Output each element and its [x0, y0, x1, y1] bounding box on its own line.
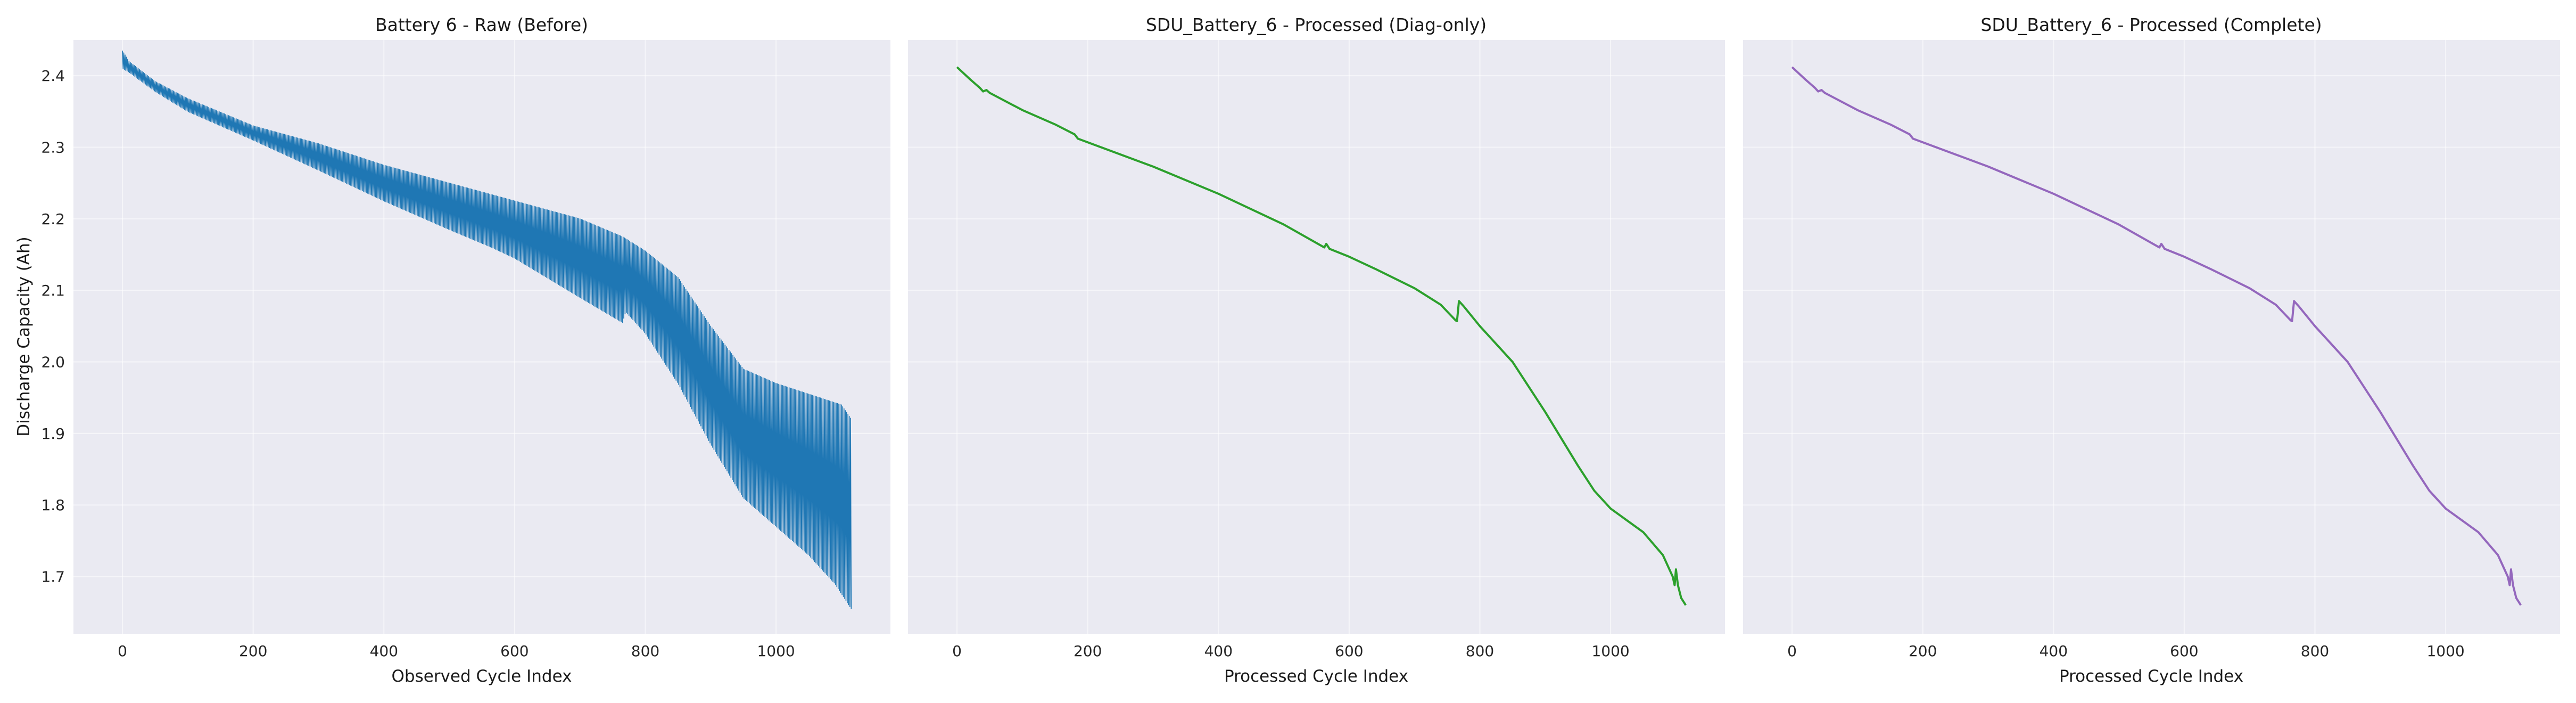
y-tick-label: 2.4	[41, 67, 65, 85]
plot-area-complete	[1743, 40, 2560, 634]
title-raw: Battery 6 - Raw (Before)	[375, 14, 588, 35]
series-line	[956, 66, 1687, 606]
x-tick-label: 0	[952, 642, 962, 660]
y-tick-label: 2.2	[41, 210, 65, 228]
x-tick-label: 600	[2170, 642, 2198, 660]
x-tick-labels-complete: 0 200 400 600 800 1000	[1787, 642, 2465, 660]
marks-complete	[1791, 66, 2522, 606]
series-line	[122, 51, 852, 609]
marks-raw	[122, 51, 852, 609]
x-tick-label: 400	[370, 642, 398, 660]
y-axis-label: Discharge Capacity (Ah)	[14, 236, 34, 437]
x-tick-label: 0	[118, 642, 127, 660]
x-tick-label: 1000	[757, 642, 795, 660]
x-axis-label-diag-only: Processed Cycle Index	[1224, 667, 1408, 686]
x-tick-label: 400	[1204, 642, 1233, 660]
x-tick-labels-diag-only: 0 200 400 600 800 1000	[952, 642, 1630, 660]
y-tick-label: 1.9	[41, 425, 65, 443]
x-tick-label: 600	[1335, 642, 1363, 660]
x-tick-label: 800	[631, 642, 659, 660]
title-diag-only: SDU_Battery_6 - Processed (Diag-only)	[1146, 14, 1487, 35]
y-tick-label: 1.8	[41, 496, 65, 514]
y-tick-labels-raw: 1.7 1.8 1.9 2.0 2.1 2.2 2.3 2.4	[41, 67, 65, 585]
panel-raw: 0 200 400 600 800 1000 1.7 1.8 1.9 2.0 2.1 2.2 2.3 2…	[14, 14, 890, 686]
series-line	[1791, 66, 2522, 606]
plot-area-diag-only	[908, 40, 1725, 634]
x-tick-label: 200	[239, 642, 267, 660]
x-tick-labels-raw: 0 200 400 600 800 1000	[118, 642, 795, 660]
x-tick-label: 600	[500, 642, 529, 660]
x-tick-label: 800	[1466, 642, 1494, 660]
panel-complete: 0 200 400 600 800 1000 SDU_Battery_6 - Proces…	[1743, 14, 2560, 686]
x-tick-label: 0	[1787, 642, 1797, 660]
grid-diag-only	[908, 40, 1725, 634]
title-complete: SDU_Battery_6 - Processed (Complete)	[1980, 14, 2322, 35]
panel-diag-only: 0 200 400 600 800 1000 SDU_Battery_6 - Proces…	[908, 14, 1725, 686]
y-tick-label: 1.7	[41, 568, 65, 586]
y-tick-label: 2.1	[41, 282, 65, 299]
marks-diag-only	[956, 66, 1687, 606]
grid-complete	[1743, 40, 2560, 634]
x-tick-label: 400	[2040, 642, 2068, 660]
y-tick-label: 2.3	[41, 139, 65, 157]
x-axis-label-raw: Observed Cycle Index	[392, 667, 572, 686]
x-tick-label: 1000	[2426, 642, 2464, 660]
x-tick-label: 1000	[1591, 642, 1629, 660]
x-tick-label: 800	[2301, 642, 2329, 660]
x-axis-label-complete: Processed Cycle Index	[2059, 667, 2243, 686]
grid-raw	[73, 40, 890, 634]
x-tick-label: 200	[1074, 642, 1102, 660]
plot-area-raw	[73, 40, 890, 634]
y-tick-label: 2.0	[41, 354, 65, 371]
x-tick-label: 200	[1909, 642, 1937, 660]
